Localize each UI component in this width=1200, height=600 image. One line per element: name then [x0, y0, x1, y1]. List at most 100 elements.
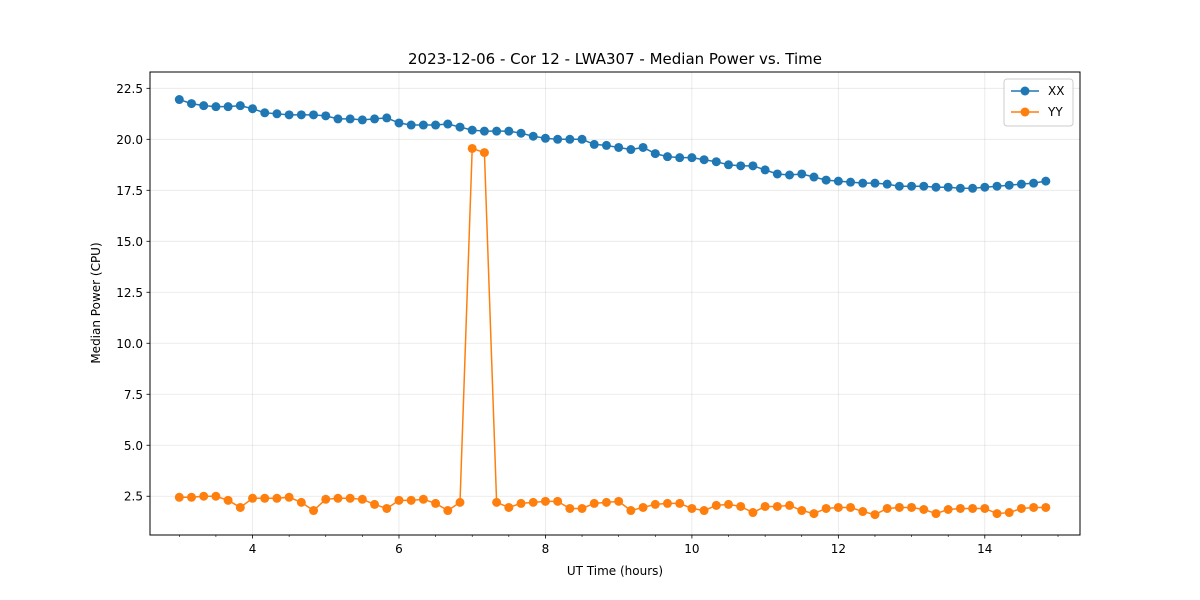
data-point-yy [272, 493, 282, 503]
data-point-yy [467, 143, 477, 153]
data-point-yy [760, 501, 770, 511]
chart-title: 2023-12-06 - Cor 12 - LWA307 - Median Po… [408, 50, 822, 68]
y-tick-label: 2.5 [124, 490, 143, 504]
data-point-xx [248, 104, 258, 114]
data-point-xx [809, 172, 819, 182]
data-point-yy [797, 506, 807, 516]
data-point-xx [955, 183, 965, 193]
data-point-yy [553, 496, 563, 506]
data-point-xx [284, 110, 294, 120]
data-point-yy [968, 503, 978, 513]
data-point-yy [980, 503, 990, 513]
data-point-yy [357, 494, 367, 504]
data-point-yy [418, 494, 428, 504]
y-tick-label: 15.0 [116, 235, 143, 249]
data-point-xx [565, 134, 575, 144]
data-point-yy [223, 495, 233, 505]
data-point-xx [662, 152, 672, 162]
data-point-xx [516, 128, 526, 138]
data-point-xx [467, 125, 477, 135]
data-point-xx [797, 169, 807, 179]
data-point-yy [455, 497, 465, 507]
data-point-yy [638, 502, 648, 512]
data-point-xx [504, 126, 514, 136]
data-point-xx [919, 181, 929, 191]
data-point-yy [870, 510, 880, 520]
data-point-xx [870, 178, 880, 188]
data-point-yy [199, 491, 209, 501]
data-point-yy [650, 499, 660, 509]
y-tick-label: 20.0 [116, 133, 143, 147]
data-point-xx [772, 169, 782, 179]
data-point-xx [321, 111, 331, 121]
x-tick-label: 4 [249, 542, 257, 556]
data-point-yy [785, 500, 795, 510]
data-point-yy [565, 503, 575, 513]
data-point-xx [479, 126, 489, 136]
y-tick-label: 7.5 [124, 388, 143, 402]
data-point-yy [1041, 502, 1051, 512]
data-point-xx [943, 182, 953, 192]
data-point-xx [785, 170, 795, 180]
data-point-yy [662, 498, 672, 508]
data-point-xx [675, 153, 685, 163]
data-point-yy [1029, 502, 1039, 512]
data-point-xx [577, 134, 587, 144]
data-point-yy [809, 509, 819, 519]
data-point-yy [894, 502, 904, 512]
data-point-xx [211, 102, 221, 112]
data-point-yy [736, 501, 746, 511]
data-point-xx [907, 181, 917, 191]
data-point-xx [553, 134, 563, 144]
data-point-yy [601, 497, 611, 507]
x-tick-label: 14 [977, 542, 992, 556]
data-point-yy [821, 503, 831, 513]
data-point-yy [931, 509, 941, 519]
data-point-yy [687, 503, 697, 513]
data-point-yy [626, 506, 636, 516]
data-point-xx [711, 157, 721, 167]
data-point-xx [406, 120, 416, 130]
legend-marker-xx [1020, 86, 1030, 96]
data-point-xx [309, 110, 319, 120]
data-point-yy [955, 503, 965, 513]
data-point-xx [223, 102, 233, 112]
legend: XX YY [1003, 78, 1074, 127]
data-point-yy [943, 505, 953, 514]
data-point-xx [724, 160, 733, 170]
data-point-yy [1016, 503, 1026, 513]
data-point-yy [333, 493, 343, 503]
data-point-xx [1004, 180, 1014, 190]
data-point-yy [772, 501, 782, 511]
data-point-xx [968, 183, 978, 193]
y-tick-label: 22.5 [116, 82, 143, 96]
data-point-xx [370, 114, 380, 124]
x-tick-label: 12 [831, 542, 846, 556]
data-point-yy [443, 506, 453, 516]
y-axis-label: Median Power (CPU) [89, 242, 103, 363]
data-point-xx [882, 179, 892, 189]
data-point-xx [894, 181, 904, 191]
data-point-yy [833, 502, 843, 512]
y-tick-label: 10.0 [116, 337, 143, 351]
data-point-yy [614, 496, 624, 506]
data-point-xx [601, 140, 611, 150]
data-point-xx [357, 115, 367, 125]
data-point-xx [540, 133, 550, 143]
x-axis-label: UT Time (hours) [567, 564, 663, 578]
data-point-xx [382, 113, 392, 123]
data-point-yy [479, 148, 489, 158]
data-point-yy [260, 493, 270, 503]
data-point-yy [858, 507, 868, 517]
data-point-yy [882, 503, 892, 513]
data-point-yy [846, 502, 856, 512]
data-point-yy [431, 498, 441, 508]
data-point-xx [736, 161, 746, 171]
data-point-yy [296, 497, 306, 507]
data-point-xx [650, 149, 660, 159]
data-point-xx [858, 178, 868, 188]
data-point-xx [272, 109, 282, 119]
data-point-yy [406, 495, 416, 505]
data-point-yy [492, 497, 502, 507]
data-point-yy [992, 509, 1002, 519]
